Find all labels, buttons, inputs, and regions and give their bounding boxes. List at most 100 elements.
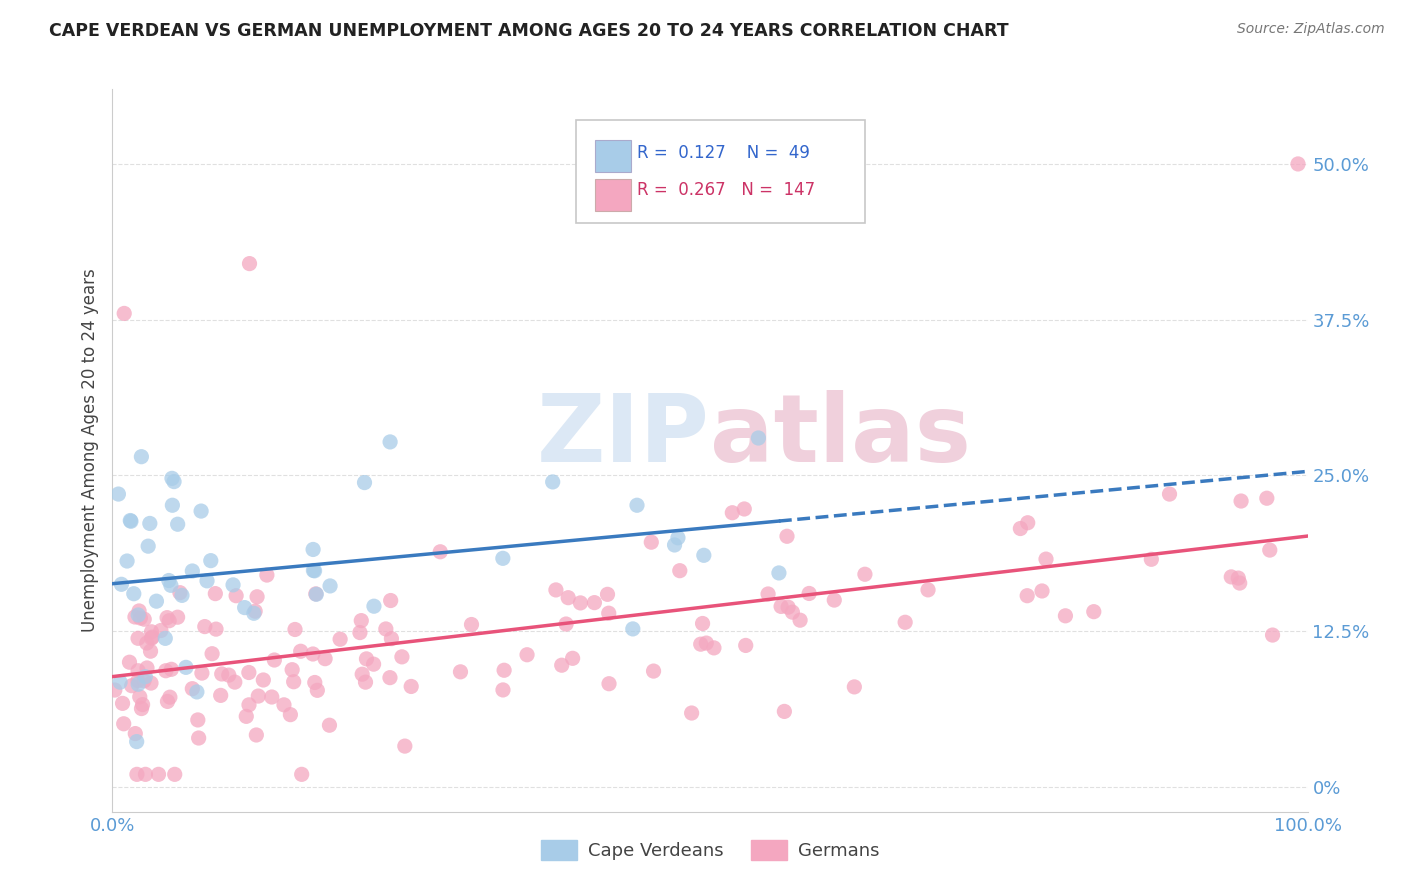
Point <box>162 498 184 512</box>
Point <box>569 596 592 610</box>
Point <box>394 739 416 753</box>
Point <box>782 605 804 619</box>
Point <box>374 622 396 636</box>
Point <box>1159 487 1181 501</box>
Point <box>256 568 278 582</box>
Point <box>494 663 516 677</box>
Point <box>155 632 177 646</box>
Point <box>200 554 222 568</box>
Point <box>378 671 401 685</box>
Point <box>128 604 150 618</box>
Point <box>186 685 208 699</box>
Point <box>139 676 162 690</box>
Point <box>245 728 267 742</box>
Point <box>135 636 157 650</box>
Point <box>121 679 143 693</box>
Point <box>304 675 326 690</box>
Point <box>304 564 326 578</box>
Point <box>238 257 260 271</box>
Point <box>666 531 689 545</box>
Point <box>225 589 247 603</box>
Point <box>776 529 799 543</box>
Point <box>156 610 179 624</box>
Point <box>160 471 183 485</box>
Point <box>302 647 325 661</box>
Point <box>1010 522 1032 536</box>
Point <box>218 668 240 682</box>
Point <box>319 579 342 593</box>
Point <box>353 475 375 490</box>
Text: Source: ZipAtlas.com: Source: ZipAtlas.com <box>1237 22 1385 37</box>
Point <box>492 682 515 697</box>
Point <box>104 683 127 698</box>
Y-axis label: Unemployment Among Ages 20 to 24 years: Unemployment Among Ages 20 to 24 years <box>80 268 98 632</box>
Point <box>692 616 714 631</box>
Point <box>132 673 155 688</box>
Point <box>917 582 939 597</box>
Point <box>273 698 295 712</box>
Point <box>640 535 662 549</box>
Point <box>166 610 188 624</box>
Point <box>747 431 769 445</box>
Point <box>281 663 304 677</box>
Point <box>399 680 422 694</box>
Point <box>204 586 226 600</box>
Point <box>190 504 212 518</box>
Point <box>127 673 149 688</box>
Point <box>115 554 138 568</box>
Text: atlas: atlas <box>710 390 972 482</box>
Point <box>1286 157 1309 171</box>
Point <box>555 617 578 632</box>
Point <box>492 551 515 566</box>
Point <box>668 564 690 578</box>
Point <box>233 600 256 615</box>
Text: R =  0.267   N =  147: R = 0.267 N = 147 <box>637 181 815 200</box>
Point <box>209 689 232 703</box>
Point <box>157 614 180 628</box>
Point <box>460 617 482 632</box>
Point <box>318 718 340 732</box>
Point <box>110 577 132 591</box>
Point <box>134 767 156 781</box>
Point <box>598 606 620 620</box>
Legend: Cape Verdeans, Germans: Cape Verdeans, Germans <box>534 832 886 868</box>
Point <box>134 670 156 684</box>
Point <box>363 657 385 672</box>
Point <box>583 596 606 610</box>
Point <box>1230 494 1253 508</box>
Point <box>380 632 402 646</box>
Point <box>163 767 186 781</box>
Point <box>305 587 328 601</box>
Point <box>621 622 644 636</box>
Point <box>149 624 172 638</box>
Point <box>169 585 191 599</box>
Point <box>1229 576 1251 591</box>
Point <box>129 611 152 625</box>
Point <box>131 698 153 712</box>
Point <box>789 613 811 627</box>
Point <box>544 582 567 597</box>
Point <box>125 734 148 748</box>
Point <box>122 587 145 601</box>
Point <box>302 542 325 557</box>
Point <box>139 516 162 531</box>
Point <box>329 632 352 647</box>
Point <box>391 649 413 664</box>
Point <box>894 615 917 630</box>
Point <box>853 567 876 582</box>
Point <box>211 667 233 681</box>
Point <box>352 667 374 681</box>
Point <box>263 653 285 667</box>
Point <box>136 661 159 675</box>
Point <box>187 713 209 727</box>
Point <box>429 545 451 559</box>
Point <box>561 651 583 665</box>
Text: R =  0.127    N =  49: R = 0.127 N = 49 <box>637 144 810 162</box>
Point <box>108 675 131 690</box>
Point <box>134 612 156 626</box>
Point <box>283 674 305 689</box>
Point <box>160 662 183 676</box>
Point <box>120 514 142 528</box>
Point <box>756 587 779 601</box>
Point <box>1140 552 1163 566</box>
